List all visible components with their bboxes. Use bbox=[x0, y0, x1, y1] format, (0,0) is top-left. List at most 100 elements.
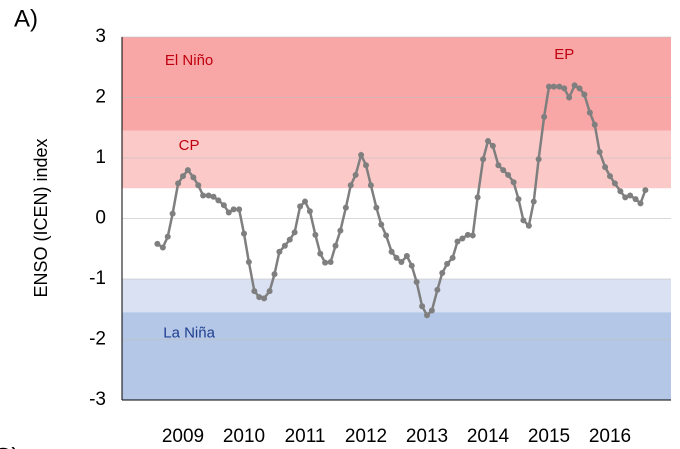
point bbox=[261, 295, 268, 302]
point bbox=[236, 206, 243, 213]
point bbox=[220, 202, 227, 209]
point bbox=[180, 173, 186, 180]
point bbox=[627, 192, 634, 199]
point bbox=[266, 288, 273, 295]
point bbox=[424, 312, 430, 319]
point bbox=[454, 238, 461, 245]
point bbox=[617, 188, 624, 195]
point bbox=[327, 259, 334, 266]
point bbox=[642, 187, 649, 194]
point bbox=[347, 182, 354, 189]
x-tick-label: 2013 bbox=[406, 426, 448, 447]
point bbox=[515, 196, 522, 203]
point bbox=[297, 203, 304, 210]
annotation: EP bbox=[554, 46, 574, 63]
point bbox=[373, 204, 380, 211]
point bbox=[449, 254, 456, 261]
point bbox=[251, 288, 258, 295]
x-tick-label: 2009 bbox=[162, 426, 204, 447]
band bbox=[122, 279, 671, 313]
point bbox=[500, 167, 507, 174]
point bbox=[241, 230, 247, 237]
point bbox=[286, 236, 293, 243]
point bbox=[164, 233, 171, 240]
y-tick-label: 0 bbox=[95, 208, 106, 229]
point bbox=[276, 248, 283, 255]
point bbox=[489, 142, 496, 149]
x-tick-label: 2015 bbox=[528, 426, 570, 447]
point bbox=[469, 232, 476, 239]
point bbox=[541, 113, 548, 120]
point bbox=[535, 156, 542, 163]
y-tick-label: 1 bbox=[95, 147, 106, 168]
point bbox=[530, 198, 537, 205]
point bbox=[434, 286, 441, 293]
point bbox=[281, 242, 288, 249]
y-tick-label: -2 bbox=[89, 329, 106, 350]
point bbox=[195, 182, 202, 189]
point bbox=[525, 222, 532, 229]
point bbox=[419, 303, 426, 310]
point bbox=[576, 85, 583, 92]
y-tick-label: 2 bbox=[95, 87, 106, 108]
point bbox=[169, 210, 176, 217]
point bbox=[495, 162, 502, 169]
point bbox=[337, 227, 344, 234]
point bbox=[342, 204, 349, 211]
point bbox=[271, 271, 278, 278]
point bbox=[403, 253, 410, 260]
point bbox=[306, 208, 313, 215]
point bbox=[210, 193, 217, 200]
point bbox=[444, 260, 451, 267]
point bbox=[607, 173, 613, 180]
point bbox=[245, 259, 252, 266]
point bbox=[215, 197, 222, 204]
point bbox=[464, 231, 471, 238]
point bbox=[408, 262, 415, 269]
point bbox=[571, 82, 578, 89]
point bbox=[302, 198, 308, 205]
annotation: CP bbox=[179, 137, 200, 154]
point bbox=[230, 206, 237, 213]
band bbox=[122, 37, 671, 131]
point bbox=[602, 164, 609, 171]
band bbox=[122, 130, 671, 189]
y-axis-label: ENSO (ICEN) index bbox=[31, 138, 51, 297]
point bbox=[383, 232, 390, 239]
point bbox=[546, 83, 552, 90]
point bbox=[485, 138, 491, 145]
point bbox=[317, 250, 324, 257]
point bbox=[393, 254, 400, 261]
point bbox=[352, 171, 359, 178]
point bbox=[611, 180, 618, 187]
point bbox=[312, 231, 319, 238]
point bbox=[200, 192, 207, 199]
point bbox=[637, 200, 644, 207]
point bbox=[581, 91, 588, 98]
x-tick-label: 2010 bbox=[223, 426, 265, 447]
point bbox=[367, 182, 374, 189]
panel-label: A) bbox=[14, 5, 38, 32]
y-tick-label: -3 bbox=[89, 389, 106, 410]
point bbox=[510, 179, 517, 186]
point bbox=[388, 248, 395, 255]
point bbox=[190, 174, 197, 181]
point bbox=[358, 151, 365, 158]
point bbox=[550, 83, 557, 90]
point bbox=[413, 279, 420, 286]
x-tick-label: 2012 bbox=[345, 426, 387, 447]
x-tick-label: 2016 bbox=[589, 426, 631, 447]
x-tick-label: 2011 bbox=[285, 426, 326, 447]
point bbox=[474, 194, 481, 201]
point bbox=[378, 221, 385, 228]
point bbox=[175, 180, 182, 187]
point bbox=[398, 259, 405, 266]
point bbox=[586, 109, 593, 116]
point bbox=[159, 244, 166, 251]
point bbox=[561, 85, 568, 92]
point bbox=[566, 94, 573, 101]
point bbox=[459, 235, 466, 242]
point bbox=[556, 83, 563, 90]
